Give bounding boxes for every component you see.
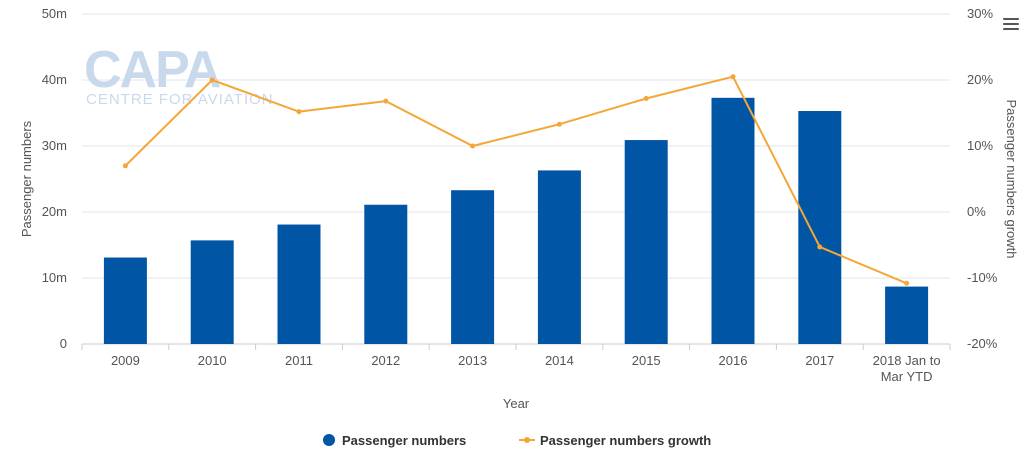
y-tick-label: 50m: [42, 6, 67, 21]
x-tick-label: 2015: [632, 353, 661, 368]
x-tick-label: Mar YTD: [881, 369, 933, 384]
x-tick-label: 2013: [458, 353, 487, 368]
y-axis-right-ticks: -20% -10% 0% 10% 20% 30%: [967, 6, 998, 351]
x-axis-ticks: 2009 2010 2011 2012 2013 2014 2015 2016 2017 2018…: [81, 344, 951, 384]
bar: [798, 111, 842, 345]
x-tick-label: 2009: [111, 353, 140, 368]
bar: [624, 140, 668, 344]
y-tick-label: 30m: [42, 138, 67, 153]
growth-point: [383, 98, 389, 104]
growth-point: [817, 244, 823, 250]
bar: [364, 204, 408, 344]
growth-point: [904, 280, 910, 286]
growth-point: [122, 163, 128, 169]
x-axis-title: Year: [503, 396, 530, 411]
bar: [277, 224, 321, 344]
x-tick-label: 2010: [198, 353, 227, 368]
growth-point: [643, 95, 649, 101]
y-tick-label: 0: [60, 336, 67, 351]
x-tick-label: 2012: [371, 353, 400, 368]
bar: [103, 257, 147, 344]
y2-tick-label: 0%: [967, 204, 986, 219]
y2-tick-label: 10%: [967, 138, 993, 153]
growth-point: [209, 77, 215, 83]
growth-point: [730, 74, 736, 80]
y2-tick-label: 30%: [967, 6, 993, 21]
y-axis-left-ticks: 0 10m 20m 30m 40m 50m: [42, 6, 67, 351]
y2-tick-label: 20%: [967, 72, 993, 87]
bar-series: [103, 97, 929, 345]
y-tick-label: 20m: [42, 204, 67, 219]
y-axis-title: Passenger numbers: [19, 120, 34, 237]
growth-point: [470, 143, 476, 149]
x-tick-label: 2016: [719, 353, 748, 368]
bar: [537, 170, 581, 344]
growth-line: [124, 75, 907, 285]
hamburger-menu-icon[interactable]: [1003, 18, 1019, 32]
y-tick-label: 10m: [42, 270, 67, 285]
x-tick-label: 2014: [545, 353, 574, 368]
legend-item-bars[interactable]: Passenger numbers: [323, 433, 466, 448]
watermark-logo: CAPA: [84, 41, 221, 99]
growth-point: [296, 109, 302, 115]
legend-bar-label: Passenger numbers: [342, 433, 466, 448]
line-series: [122, 74, 910, 286]
legend-line-marker: [524, 437, 530, 443]
bar: [711, 97, 755, 344]
bar: [190, 240, 234, 344]
y2-tick-label: -10%: [967, 270, 998, 285]
legend-item-line[interactable]: Passenger numbers growth: [519, 433, 711, 448]
legend-line-label: Passenger numbers growth: [540, 433, 711, 448]
bar: [451, 190, 495, 344]
x-tick-label: 2011: [285, 353, 313, 368]
bar: [885, 286, 929, 344]
y-tick-label: 40m: [42, 72, 67, 87]
y2-axis-title: Passenger numbers growth: [1004, 100, 1019, 259]
watermark-tagline: CENTRE FOR AVIATION: [86, 91, 274, 108]
legend: Passenger numbers Passenger numbers grow…: [323, 433, 711, 448]
legend-bar-marker: [323, 434, 335, 446]
y2-tick-label: -20%: [967, 336, 998, 351]
x-tick-label: 2018 Jan to: [873, 353, 941, 368]
x-tick-label: 2017: [805, 353, 834, 368]
growth-point: [556, 121, 562, 127]
capa-watermark: CAPA CENTRE FOR AVIATION: [84, 41, 274, 108]
